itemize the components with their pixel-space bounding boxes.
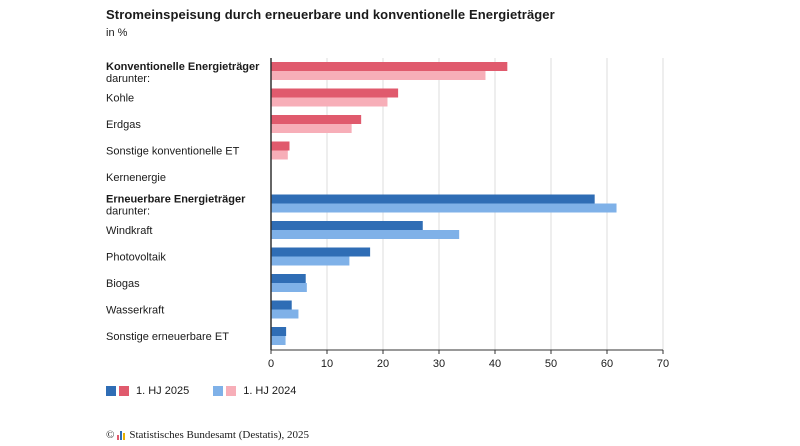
bar-2025-7 <box>271 247 371 257</box>
bar-2025-10 <box>271 327 287 336</box>
bar-2024-7 <box>271 256 350 266</box>
x-tick-label-60: 60 <box>601 358 613 370</box>
x-tick-label-0: 0 <box>268 358 274 370</box>
bar-2025-9 <box>271 300 292 310</box>
legend-item-2025: 1. HJ 2025 <box>106 385 189 397</box>
x-tick-label-20: 20 <box>377 358 389 370</box>
bar-2024-0 <box>271 71 486 80</box>
x-tick-label-10: 10 <box>321 358 333 370</box>
bar-2024-9 <box>271 309 299 319</box>
x-tick-label-50: 50 <box>545 358 557 370</box>
bar-2024-8 <box>271 283 307 292</box>
legend-swatch-ren-2025 <box>106 386 116 396</box>
bar-2024-1 <box>271 97 388 107</box>
category-label-2: Erdgas <box>106 119 141 131</box>
bar-2025-3 <box>271 141 290 151</box>
bar-2024-3 <box>271 150 288 160</box>
source-note: © Statistisches Bundesamt (Destatis), 20… <box>106 429 309 441</box>
copyright-symbol: © <box>106 429 115 441</box>
source-text: Statistisches Bundesamt (Destatis), 2025 <box>129 429 310 441</box>
legend-label-2025: 1. HJ 2025 <box>136 385 190 397</box>
category-label-5: Erneuerbare Energieträger <box>106 194 246 206</box>
bar-2024-2 <box>271 124 352 133</box>
legend-swatch-conv-2025 <box>119 386 129 396</box>
bar-2024-6 <box>271 230 460 239</box>
category-label-7: Photovoltaik <box>106 252 166 264</box>
x-tick-label-30: 30 <box>433 358 445 370</box>
category-label-4: Kernenergie <box>106 172 166 184</box>
bar-chart: Konventionelle Energieträgerdarunter:Koh… <box>106 58 669 370</box>
bar-2024-5 <box>271 203 617 213</box>
bar-2025-1 <box>271 88 399 98</box>
x-tick-label-70: 70 <box>657 358 669 370</box>
category-sublabel-5: darunter: <box>106 206 150 218</box>
category-label-0: Konventionelle Energieträger <box>106 61 260 73</box>
destatis-logo-icon <box>117 430 126 440</box>
category-label-6: Windkraft <box>106 225 152 237</box>
legend-swatch-conv-2024 <box>226 386 237 396</box>
legend-item-2024: 1. HJ 2024 <box>213 385 296 397</box>
category-label-8: Biogas <box>106 278 140 290</box>
bar-2025-6 <box>271 221 423 230</box>
legend-swatch-ren-2024 <box>213 386 224 396</box>
bar-2024-10 <box>271 336 286 345</box>
chart-title: Stromeinspeisung durch erneuerbare und k… <box>106 7 555 22</box>
category-label-10: Sonstige erneuerbare ET <box>106 331 229 343</box>
category-label-1: Kohle <box>106 93 134 105</box>
x-tick-label-40: 40 <box>489 358 501 370</box>
chart-subtitle: in % <box>106 27 128 39</box>
legend-label-2024: 1. HJ 2024 <box>243 385 297 397</box>
category-label-3: Sonstige konventionelle ET <box>106 146 240 158</box>
bar-2025-2 <box>271 115 362 124</box>
bar-2025-0 <box>271 62 508 71</box>
category-sublabel-0: darunter: <box>106 73 150 85</box>
bar-2025-5 <box>271 194 595 204</box>
legend: 1. HJ 2025 1. HJ 2024 <box>106 385 320 397</box>
bar-2025-8 <box>271 274 306 283</box>
category-label-9: Wasserkraft <box>106 305 164 317</box>
